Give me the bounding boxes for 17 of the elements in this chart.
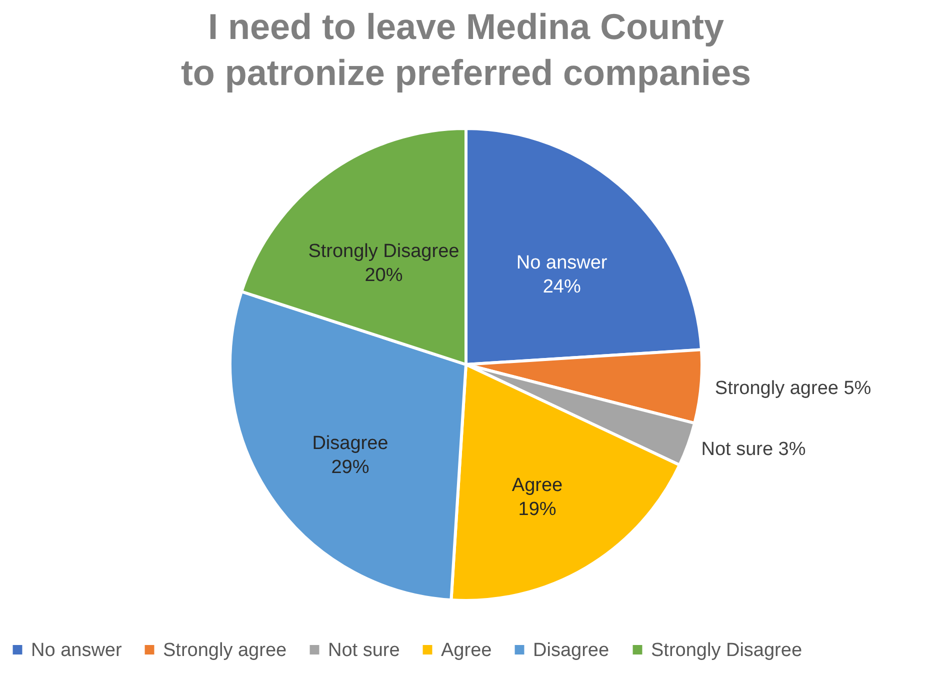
legend-label: Strongly Disagree	[651, 640, 802, 661]
data-label: 29%	[331, 457, 370, 478]
category-label: Not sure 3%	[701, 439, 806, 460]
legend-label: No answer	[31, 640, 122, 661]
category-label: Strongly agree 5%	[714, 378, 872, 400]
slice-label: Disagree	[312, 433, 388, 454]
legend-label: Strongly agree	[163, 640, 287, 661]
legend-label: Agree	[441, 640, 492, 661]
chart-title: I need to leave Medina County to patronize preferred companies	[180, 6, 752, 93]
slice-label: Agree	[512, 475, 563, 496]
data-label: 20%	[364, 265, 403, 286]
data-label: 19%	[518, 499, 556, 520]
legend-label: Disagree	[533, 640, 610, 661]
legend-label: Not sure	[328, 640, 400, 661]
data-label: 24%	[542, 276, 581, 298]
slice-label: No answer	[516, 252, 608, 274]
slice-label: Strongly Disagree	[308, 241, 460, 262]
